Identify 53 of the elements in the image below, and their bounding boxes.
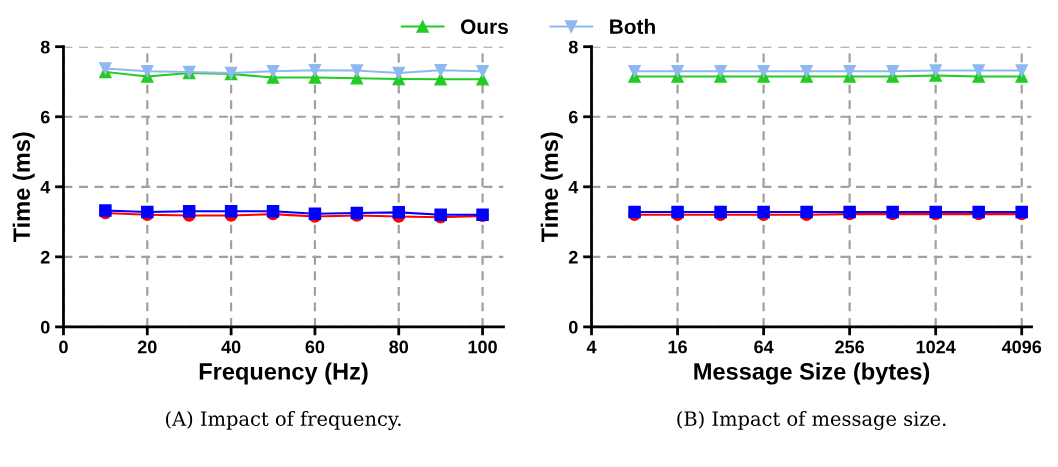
y-tick-label: 0 [40, 320, 50, 334]
y-tick-label: 4 [568, 180, 579, 194]
point [224, 205, 238, 218]
point [392, 66, 405, 80]
x-tick-label: 1024 [916, 340, 956, 354]
point [308, 63, 322, 77]
x-tick-label: 64 [754, 340, 774, 354]
point [476, 64, 489, 78]
point [308, 71, 322, 84]
text: (A) Impact of frequency. [166, 410, 401, 431]
point [757, 64, 770, 78]
point [929, 64, 942, 77]
y-tick-label: 2 [568, 250, 578, 264]
x-tick-label: 100 [468, 340, 497, 354]
point [714, 64, 727, 78]
text: (B) Impact of message size. [677, 410, 946, 431]
point [434, 63, 447, 77]
y-axis-title: Time (ms) [12, 132, 35, 243]
point [266, 64, 280, 78]
x-tick-label: 16 [668, 340, 687, 354]
x-axis-title: Frequency (Hz) [199, 362, 368, 385]
y-tick-label: 6 [568, 110, 578, 124]
point [886, 64, 899, 78]
point [800, 64, 813, 78]
y-tick-label: 0 [569, 320, 578, 334]
x-tick-label: 60 [305, 340, 325, 354]
point [141, 64, 154, 78]
point [350, 64, 364, 77]
x-tick-label: 4096 [1001, 340, 1042, 354]
legend-label: Ours [461, 19, 508, 35]
point [182, 205, 196, 218]
y-tick-label: 8 [40, 40, 50, 54]
y-tick-label: 4 [40, 180, 51, 194]
point [434, 73, 447, 86]
x-tick-label: 40 [221, 340, 241, 354]
point [843, 64, 856, 78]
point [628, 64, 641, 78]
y-axis-title: Time (ms) [540, 132, 563, 243]
point [671, 64, 684, 78]
x-tick-label: 20 [137, 340, 157, 354]
y-tick-label: 8 [568, 40, 578, 54]
point [99, 62, 112, 75]
point [1015, 64, 1028, 77]
x-axis-title: Message Size (bytes) [694, 362, 930, 385]
legend-label: Both [610, 18, 655, 35]
y-tick-label: 6 [40, 110, 50, 124]
y-tick-label: 2 [40, 250, 50, 264]
point [972, 64, 985, 77]
x-tick-label: 80 [389, 340, 409, 354]
x-tick-label: 4 [586, 340, 597, 354]
x-tick-label: 0 [59, 340, 68, 354]
x-tick-label: 256 [835, 340, 865, 354]
point [392, 206, 405, 219]
